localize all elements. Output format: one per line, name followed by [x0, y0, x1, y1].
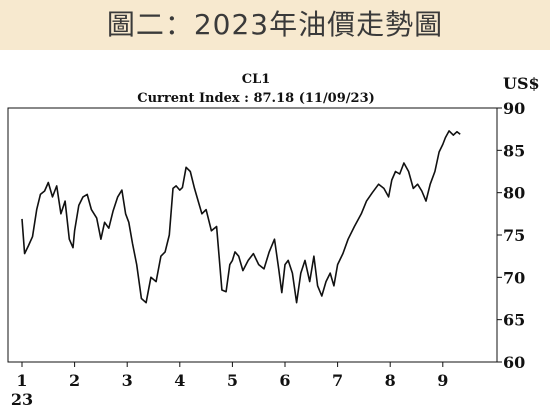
x-tick-label: 5	[227, 371, 238, 390]
y-axis: 60 65 70 75 80 85 90	[497, 99, 525, 372]
x-tick-label: 8	[385, 371, 396, 390]
series-line	[21, 130, 461, 304]
chart-subtitle: Current Index : 87.18 (11/09/23)	[137, 91, 375, 106]
x-tick-label: 4	[174, 371, 185, 390]
chart-title: CL1	[242, 72, 271, 87]
banner-title: 圖二：2023年油價走勢圖	[106, 8, 444, 41]
x-tick-label: 9	[437, 371, 448, 390]
y-tick-label: 85	[503, 141, 525, 160]
banner	[0, 0, 550, 50]
plot-frame	[7, 107, 498, 363]
x-axis: 1 2 3 4 5 6 7 8 9	[16, 362, 448, 390]
x-tick-label: 2	[69, 371, 80, 390]
x-tick-label: 6	[279, 371, 290, 390]
x-tick-label: 7	[332, 371, 343, 390]
y-tick-label: 70	[503, 268, 525, 287]
y-tick-label: 60	[503, 353, 525, 372]
y-tick-label: 65	[503, 311, 525, 330]
y-tick-label: 80	[503, 184, 525, 203]
y-axis-unit-label: US$	[503, 74, 540, 93]
x-axis-year-label: 23	[11, 390, 33, 409]
x-tick-label: 1	[16, 371, 27, 390]
y-tick-label: 90	[503, 99, 525, 118]
x-tick-label: 3	[122, 371, 133, 390]
y-tick-label: 75	[503, 226, 525, 245]
